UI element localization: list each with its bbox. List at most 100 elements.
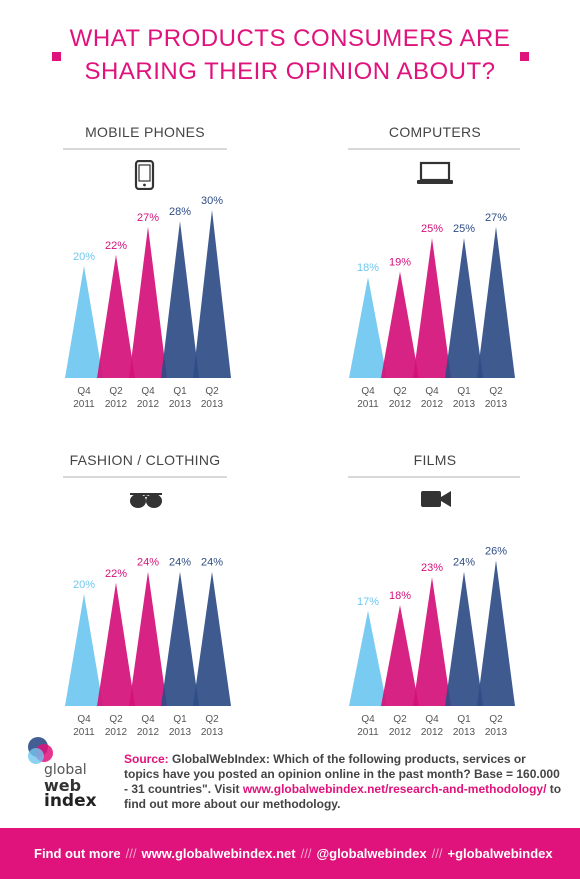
panel-title: FILMS (413, 452, 457, 468)
x-tick-year: 2011 (73, 727, 95, 738)
x-tick-year: 2013 (485, 399, 508, 410)
peak-q2-2012 (381, 271, 419, 378)
x-tick-year: 2012 (389, 399, 412, 410)
data-label: 27% (485, 212, 507, 224)
x-tick-year: 2013 (169, 727, 192, 738)
panel-computers: COMPUTERS 18% Q4 2011 19% Q2 2012 25% Q4 2012 25%… (290, 124, 580, 439)
chart-computers: 18% Q4 2011 19% Q2 2012 25% Q4 2012 25% Q1 2013 27% Q… (349, 212, 515, 410)
peak-q1-2013 (161, 221, 199, 378)
peak-q2-2012 (97, 254, 135, 378)
peak-q2-2012 (381, 605, 419, 706)
panel-title: MOBILE PHONES (85, 124, 205, 140)
x-tick-quarter: Q2 (393, 386, 407, 397)
peak-q2-2013 (193, 571, 231, 706)
methodology-link[interactable]: www.globalwebindex.net/research-and-meth… (242, 782, 547, 796)
panel-title: COMPUTERS (388, 124, 482, 140)
footer-separator: /// (125, 846, 137, 861)
panel-divider (348, 148, 520, 150)
x-tick-quarter: Q1 (457, 386, 471, 397)
peak-q1-2013 (161, 571, 199, 706)
panel-divider (63, 148, 227, 150)
sunglasses-icon (130, 493, 162, 508)
peak-q1-2013 (445, 571, 483, 706)
title-line-1: WHAT PRODUCTS CONSUMERS ARE (69, 25, 511, 52)
peak-q1-2013 (445, 238, 483, 378)
x-tick-year: 2013 (453, 727, 476, 738)
data-label: 24% (201, 557, 223, 569)
footer-links: Find out more /// www.globalwebindex.net //… (34, 828, 553, 879)
laptop-icon (417, 161, 453, 184)
x-tick-year: 2013 (201, 727, 224, 738)
data-label: 24% (169, 557, 191, 569)
x-tick-year: 2012 (105, 399, 128, 410)
data-label: 25% (421, 223, 443, 235)
data-label: 18% (389, 590, 411, 602)
x-tick-quarter: Q4 (425, 714, 439, 725)
x-tick-quarter: Q4 (77, 714, 91, 725)
x-tick-year: 2011 (73, 399, 95, 410)
x-tick-year: 2012 (421, 727, 444, 738)
source-note: Source: GlobalWebIndex: Which of the fol… (124, 752, 562, 812)
data-label: 22% (105, 568, 127, 580)
data-label: 24% (453, 557, 475, 569)
peak-q2-2013 (477, 560, 515, 706)
peak-q2-2012 (97, 582, 135, 706)
x-tick-quarter: Q2 (109, 714, 123, 725)
footer-separator: /// (300, 846, 312, 861)
page-title: WHAT PRODUCTS CONSUMERS ARE SHARING THEI… (0, 22, 580, 88)
x-tick-year: 2013 (485, 727, 508, 738)
x-tick-quarter: Q2 (393, 714, 407, 725)
data-label: 24% (137, 557, 159, 569)
x-tick-year: 2012 (389, 727, 412, 738)
panel-fashion-clothing: FASHION / CLOTHING 20% Q4 2011 22% Q2 2012 24%… (0, 452, 290, 767)
peak-q4-2011 (65, 266, 103, 378)
logo-text-global: global (44, 762, 87, 778)
x-tick-quarter: Q2 (205, 714, 219, 725)
x-tick-year: 2013 (169, 399, 192, 410)
data-label: 28% (169, 206, 191, 218)
x-tick-year: 2012 (105, 727, 128, 738)
logo-text-web: web (44, 776, 82, 795)
peak-q4-2011 (349, 277, 387, 378)
x-tick-year: 2011 (357, 727, 379, 738)
data-label: 19% (389, 257, 411, 269)
data-label: 22% (105, 240, 127, 252)
chart-films: 17% Q4 2011 18% Q2 2012 23% Q4 2012 24% Q1 2013 26% Q… (349, 545, 515, 738)
x-tick-quarter: Q1 (457, 714, 471, 725)
mobile-phone-icon (134, 160, 155, 190)
peak-q4-2011 (65, 594, 103, 706)
peak-q4-2012 (413, 238, 451, 378)
x-tick-quarter: Q2 (205, 386, 219, 397)
data-label: 30% (201, 195, 223, 207)
footer-website-link[interactable]: www.globalwebindex.net (141, 846, 296, 861)
panel-title: FASHION / CLOTHING (69, 452, 221, 468)
panel-films: FILMS 17% Q4 2011 18% Q2 2012 23% Q4 2012 24% Q1 20… (290, 452, 580, 767)
peak-q2-2013 (477, 226, 515, 378)
x-tick-quarter: Q2 (489, 386, 503, 397)
x-tick-quarter: Q1 (173, 714, 187, 725)
footer-find-more: Find out more (34, 846, 121, 861)
footer-bar: Find out more /// www.globalwebindex.net //… (0, 828, 580, 879)
x-tick-year: 2012 (421, 399, 444, 410)
footer-separator: /// (431, 846, 443, 861)
decor-square-right (520, 52, 529, 61)
x-tick-year: 2011 (357, 399, 379, 410)
x-tick-year: 2012 (137, 399, 160, 410)
decor-square-left (52, 52, 61, 61)
data-label: 18% (357, 262, 379, 274)
data-label: 23% (421, 562, 443, 574)
data-label: 27% (137, 212, 159, 224)
x-tick-year: 2013 (201, 399, 224, 410)
x-tick-quarter: Q2 (489, 714, 503, 725)
footer-twitter-link[interactable]: @globalwebindex (316, 846, 427, 861)
footer-gplus-link[interactable]: +globalwebindex (447, 846, 553, 861)
chart-mobile-phones: 20% Q4 2011 22% Q2 2012 27% Q4 2012 28% Q1 2013 30% Q… (65, 195, 231, 410)
chart-fashion-clothing: 20% Q4 2011 22% Q2 2012 24% Q4 2012 24% Q1 2013 24% Q… (65, 557, 231, 738)
x-tick-quarter: Q4 (361, 386, 375, 397)
x-tick-quarter: Q4 (361, 714, 375, 725)
x-tick-quarter: Q2 (109, 386, 123, 397)
peak-q4-2012 (129, 571, 167, 706)
source-text: GlobalWebIndex: Which of the following p… (124, 752, 560, 796)
peak-q4-2012 (129, 226, 167, 378)
globalwebindex-logo (28, 737, 53, 764)
